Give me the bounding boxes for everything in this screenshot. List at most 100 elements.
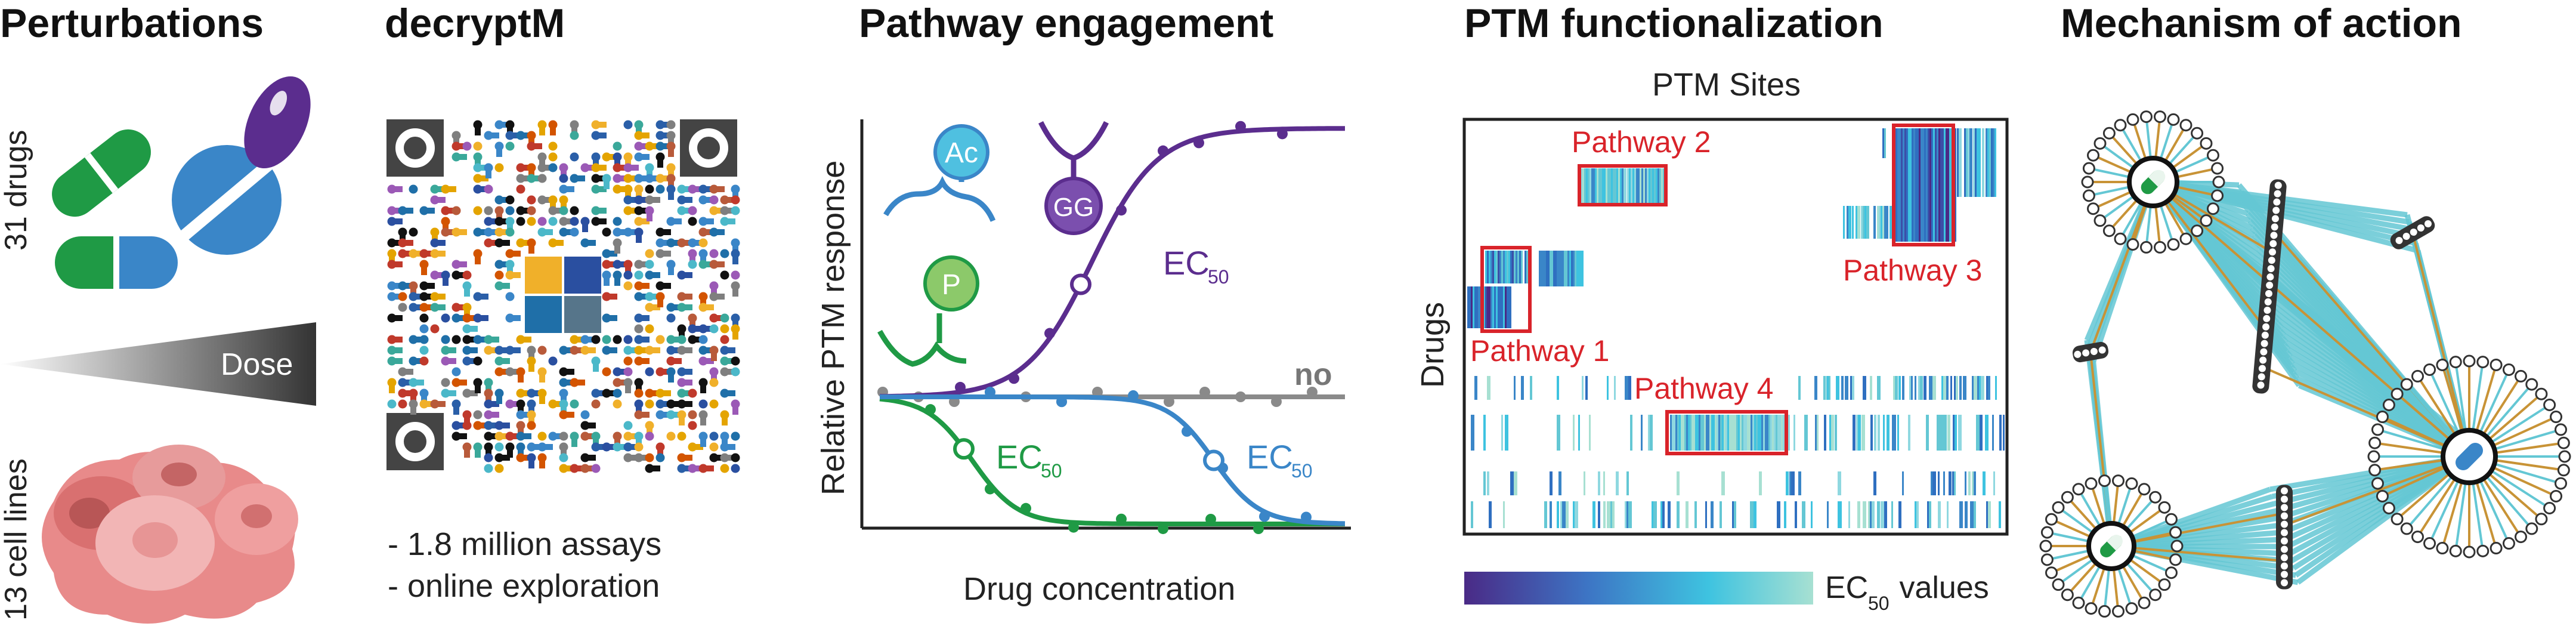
qr-link: [660, 412, 671, 418]
qr-link: [456, 315, 467, 321]
qr-link: [585, 465, 596, 471]
qr-link: [456, 154, 467, 160]
ptm-site-node: [2125, 477, 2138, 490]
heatmap-cell: [1974, 376, 1976, 400]
qr-dot: [570, 152, 579, 162]
qr-link: [392, 261, 403, 267]
moa-network[interactable]: [2039, 110, 2571, 618]
heatmap-cell: [1772, 415, 1775, 451]
qr-link: [625, 264, 631, 275]
heatmap-cell: [1863, 206, 1866, 239]
heatmap-cell: [1603, 471, 1605, 495]
heatmap-cell: [1913, 128, 1916, 242]
qr-link: [539, 372, 545, 383]
pathway-2-box[interactable]: [1578, 164, 1668, 206]
svg-text:50: 50: [1868, 593, 1890, 614]
heatmap-cell: [1921, 128, 1923, 242]
ptm-site-node: [2098, 605, 2111, 618]
heatmap-cell: [1811, 501, 1813, 528]
heatmap-cell: [1483, 415, 1486, 451]
heatmap-cell: [1956, 376, 1958, 400]
qr-code-graphic[interactable]: [386, 119, 740, 473]
qr-dot: [559, 453, 568, 462]
ptm-site-node: [2164, 513, 2178, 526]
qr-link: [475, 447, 481, 458]
qr-link: [467, 315, 478, 321]
qr-link: [617, 444, 628, 450]
qr-link: [564, 380, 574, 386]
heatmap-cell: [1968, 471, 1971, 495]
qr-link: [639, 455, 650, 461]
heatmap-cell: [1924, 376, 1926, 400]
pathway-3-box[interactable]: [1892, 124, 1955, 246]
green-data-point: [925, 404, 936, 415]
qr-dot: [527, 421, 536, 430]
qr-dot: [688, 410, 697, 420]
heatmap-cell: [1581, 168, 1582, 203]
qr-link: [507, 221, 513, 232]
heatmap-cell: [1485, 251, 1488, 283]
acetylation-icon: Ac: [883, 124, 996, 222]
qr-link: [732, 286, 738, 297]
heatmap-cell: [1474, 286, 1478, 328]
heatmap-cell: [1857, 206, 1860, 239]
qr-dot: [602, 367, 611, 377]
pathway-1-box[interactable]: [1480, 246, 1532, 333]
qr-dot: [645, 184, 654, 194]
panel-ptm-functionalization: PTM functionalization PTM Sites Drugs Pa…: [1415, 1, 2009, 614]
qr-link: [456, 229, 467, 235]
heatmap-cell: [1686, 415, 1689, 451]
heatmap-cell: [1815, 415, 1817, 451]
qr-link: [542, 197, 553, 203]
qr-link: [392, 186, 403, 192]
qr-link: [725, 197, 735, 203]
heatmap-cell: [1827, 501, 1829, 528]
heatmap-cell: [1929, 501, 1931, 528]
drugs-count-label: 31 drugs: [0, 130, 33, 251]
qr-link: [714, 315, 725, 321]
qr-link: [617, 229, 628, 235]
qr-link: [424, 401, 435, 407]
qr-dot: [505, 227, 515, 237]
qr-link: [628, 455, 639, 461]
ptm-site-node: [2376, 489, 2389, 502]
qr-link: [413, 304, 424, 310]
heatmap-cell: [1988, 376, 1990, 400]
heatmap-cell: [1487, 376, 1490, 400]
heatmap-cell: [1575, 501, 1578, 528]
qr-dot: [623, 356, 633, 366]
ptm-site-node: [2436, 358, 2449, 371]
purple-data-point: [1277, 128, 1288, 140]
ptm-site-node: [2400, 378, 2413, 391]
qr-link: [571, 125, 577, 135]
qr-dot: [731, 453, 740, 462]
heatmap-cell: [1603, 501, 1606, 528]
heatmap-cell: [1873, 471, 1876, 495]
heatmap-cell: [1612, 501, 1615, 528]
site-node: [2281, 562, 2288, 570]
qr-link: [628, 229, 639, 235]
qr-link: [657, 447, 663, 458]
site-node: [2264, 298, 2272, 306]
heatmap-cell: [1909, 376, 1912, 400]
qr-link: [510, 315, 521, 321]
heatmap-cell: [1919, 128, 1922, 242]
pathway-4-box[interactable]: [1665, 410, 1788, 455]
qr-link: [539, 458, 545, 468]
qr-dot: [623, 421, 633, 430]
heatmap-cell: [1717, 415, 1720, 451]
heatmap-cell: [1628, 501, 1632, 528]
heatmap-cell: [1711, 501, 1714, 528]
network-edge: [2151, 180, 2302, 387]
qr-dot: [709, 195, 719, 205]
qr-link: [703, 197, 714, 203]
qr-link: [413, 251, 424, 257]
site-node: [2082, 349, 2090, 357]
heatmap-cell: [1946, 128, 1949, 242]
qr-link: [596, 132, 607, 138]
site-node: [2417, 224, 2425, 232]
heatmap-cell: [1852, 376, 1854, 400]
heatmap-cell: [1793, 415, 1795, 451]
qr-link: [700, 415, 706, 425]
heatmap-cell: [1993, 471, 1995, 495]
